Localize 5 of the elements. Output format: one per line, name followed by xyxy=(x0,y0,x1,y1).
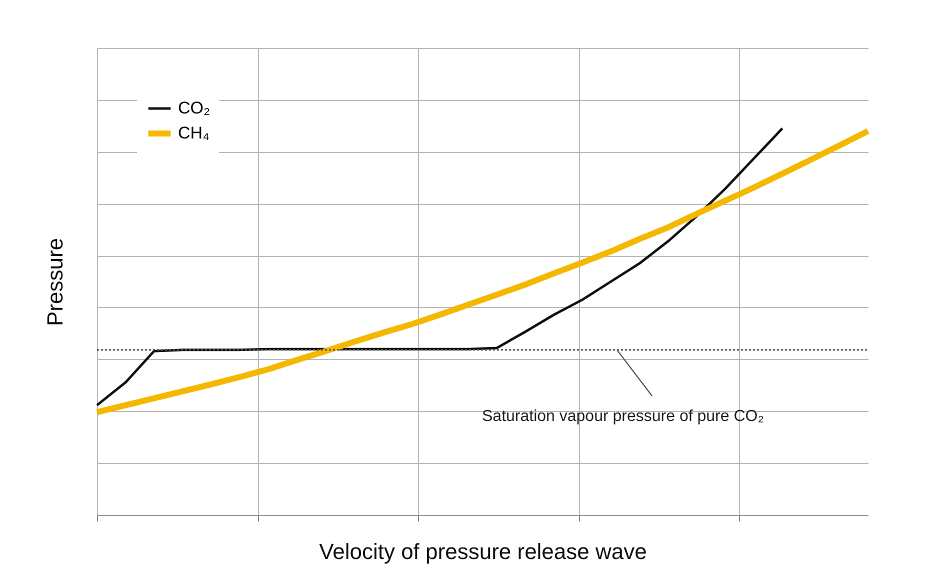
legend-label: CH₄ xyxy=(178,124,210,142)
x-axis-title: Velocity of pressure release wave xyxy=(319,539,647,564)
ref-line-label: Saturation vapour pressure of pure CO₂ xyxy=(482,408,764,425)
y-axis-title: Pressure xyxy=(42,238,68,326)
legend-label: CO₂ xyxy=(178,98,210,118)
